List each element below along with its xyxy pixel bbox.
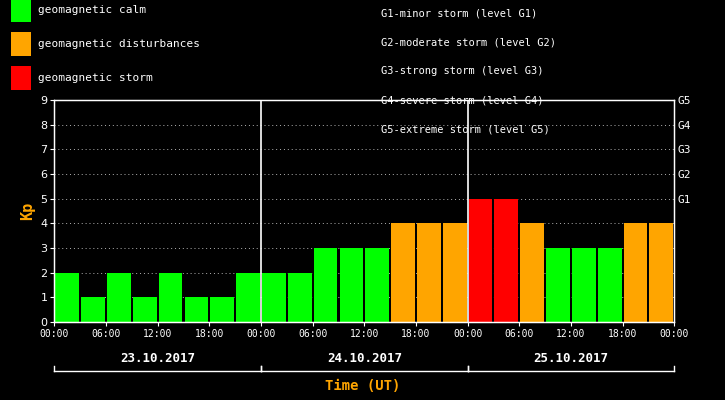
Bar — [262, 273, 286, 322]
Bar — [107, 273, 130, 322]
Text: geomagnetic disturbances: geomagnetic disturbances — [38, 39, 200, 49]
Bar — [159, 273, 183, 322]
Text: 24.10.2017: 24.10.2017 — [327, 352, 402, 364]
Bar — [521, 223, 544, 322]
Bar — [55, 273, 79, 322]
Bar — [650, 223, 674, 322]
Bar — [572, 248, 596, 322]
Text: geomagnetic calm: geomagnetic calm — [38, 5, 146, 15]
Text: G2-moderate storm (level G2): G2-moderate storm (level G2) — [381, 38, 555, 48]
Bar — [624, 223, 647, 322]
Text: G4-severe storm (level G4): G4-severe storm (level G4) — [381, 95, 543, 105]
Bar — [417, 223, 441, 322]
Bar — [81, 297, 105, 322]
Bar — [598, 248, 621, 322]
Text: geomagnetic storm: geomagnetic storm — [38, 73, 153, 83]
Bar — [365, 248, 389, 322]
Bar — [288, 273, 312, 322]
Text: 23.10.2017: 23.10.2017 — [120, 352, 195, 364]
Bar — [494, 199, 518, 322]
Text: G5-extreme storm (level G5): G5-extreme storm (level G5) — [381, 124, 550, 134]
Bar — [468, 199, 492, 322]
Bar — [236, 273, 260, 322]
Text: 25.10.2017: 25.10.2017 — [534, 352, 608, 364]
Bar — [314, 248, 337, 322]
Bar — [392, 223, 415, 322]
Bar — [185, 297, 208, 322]
Text: Time (UT): Time (UT) — [325, 379, 400, 393]
Bar — [339, 248, 363, 322]
Bar — [546, 248, 570, 322]
Bar — [443, 223, 467, 322]
Text: G3-strong storm (level G3): G3-strong storm (level G3) — [381, 66, 543, 76]
Text: G1-minor storm (level G1): G1-minor storm (level G1) — [381, 9, 537, 19]
Bar — [133, 297, 157, 322]
Bar — [210, 297, 234, 322]
Y-axis label: Kp: Kp — [20, 202, 35, 220]
